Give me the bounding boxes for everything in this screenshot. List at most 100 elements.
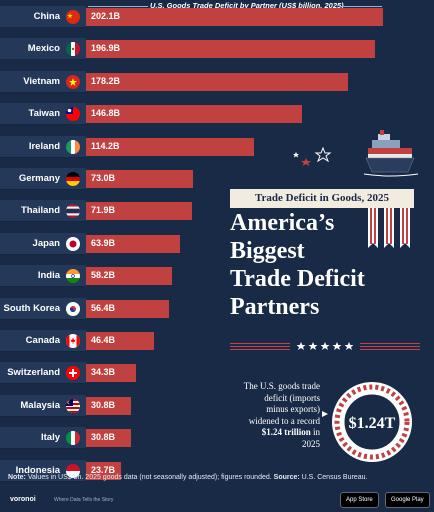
- country-label-box: Japan: [0, 232, 86, 255]
- country-label-box: Thailand: [0, 200, 86, 223]
- bar: 71.9B: [86, 202, 192, 221]
- ireland-flag-icon: [66, 139, 80, 154]
- star-icon: [332, 342, 342, 350]
- google-play-button[interactable]: Google Play: [385, 492, 430, 508]
- switzerland-flag-icon: [66, 366, 80, 381]
- category-label: Italy: [40, 432, 60, 444]
- note-prefix: Note:: [8, 474, 26, 481]
- brand-tagline: Where Data Tells the Story: [54, 497, 114, 503]
- category-label: Ireland: [28, 140, 60, 152]
- category-label: Mexico: [27, 43, 60, 55]
- star-icon: [320, 342, 330, 350]
- category-label: South Korea: [3, 302, 60, 314]
- country-label-box: Taiwan: [0, 103, 86, 126]
- data-label: 30.8B: [91, 399, 116, 410]
- callout-line: widened to a record: [248, 415, 320, 426]
- country-label-box: Indonesia: [0, 459, 86, 482]
- country-label-box: China: [0, 6, 86, 28]
- star-icon: [296, 342, 306, 350]
- category-label: Switzerland: [7, 367, 60, 379]
- bar: 46.4B: [86, 332, 155, 350]
- category-label: Vietnam: [23, 75, 60, 87]
- bar: 196.9B: [86, 40, 376, 59]
- footnote: Note: Values in US$ bn. 2025 goods data …: [8, 474, 428, 481]
- kicker-banner: Trade Deficit in Goods, 2025: [230, 189, 414, 208]
- category-label: India: [37, 270, 60, 282]
- headline: America’s Biggest Trade Deficit Partners: [230, 209, 430, 321]
- callout-line: The U.S. goods trade: [243, 381, 320, 391]
- malaysia-flag-icon: [66, 398, 80, 413]
- category-label: Germany: [18, 173, 60, 184]
- data-label: 30.8B: [91, 432, 116, 443]
- bar: 178.2B: [86, 72, 348, 91]
- callout-tail: in: [310, 427, 320, 437]
- indonesia-flag-icon: [66, 463, 80, 478]
- headline-line: Biggest: [230, 238, 305, 264]
- category-label: Japan: [32, 237, 60, 249]
- data-label: 114.2B: [91, 140, 120, 151]
- bar: 56.4B: [86, 299, 169, 318]
- country-label-box: Switzerland: [0, 362, 86, 385]
- italy-flag-icon: [66, 431, 80, 446]
- title-rule-right: [340, 6, 382, 7]
- star-icon: [301, 158, 311, 166]
- bar: 30.8B: [86, 396, 132, 415]
- china-flag-icon: [66, 10, 80, 24]
- bar: 58.2B: [86, 267, 172, 286]
- data-label: 63.9B: [91, 237, 116, 248]
- note-body: Values in US$ bn. 2025 goods data (not s…: [25, 474, 274, 481]
- country-label-box: Malaysia: [0, 394, 86, 417]
- bar: 202.1B: [86, 8, 383, 26]
- data-label: 23.7B: [91, 464, 116, 475]
- star-icon: [308, 342, 318, 350]
- deficit-badge: $1.24T: [332, 382, 412, 462]
- badge-value: $1.24T: [349, 415, 396, 432]
- brand-logo[interactable]: voronoi: [10, 496, 36, 503]
- india-flag-icon: [66, 269, 80, 284]
- data-label: 56.4B: [91, 302, 116, 313]
- star-icon: [314, 146, 332, 163]
- app-store-button[interactable]: App Store: [340, 492, 379, 508]
- country-label-box: Ireland: [0, 135, 86, 158]
- star-icon: [344, 342, 354, 350]
- bar: 146.8B: [86, 105, 302, 124]
- star-icon: [293, 152, 299, 158]
- vietnam-flag-icon: [66, 74, 80, 89]
- country-label-box: India: [0, 265, 86, 288]
- country-label-box: Vietnam: [0, 70, 86, 93]
- country-label-box: Italy: [0, 427, 86, 450]
- callout-line: minus exports): [266, 404, 320, 414]
- title-rule-left: [88, 6, 148, 7]
- canada-flag-icon: [66, 334, 80, 348]
- callout-year: 2025: [302, 438, 320, 449]
- category-label: Indonesia: [15, 464, 60, 476]
- bar: 114.2B: [86, 137, 254, 156]
- callout-arrow-icon: [322, 411, 328, 417]
- country-label-box: Germany: [0, 168, 86, 190]
- category-label: Malaysia: [20, 399, 60, 411]
- source-text: U.S. Census Bureau.: [299, 474, 368, 481]
- bar: 63.9B: [86, 234, 180, 253]
- headline-line: America’s: [230, 210, 335, 236]
- japan-flag-icon: [66, 236, 80, 251]
- mexico-flag-icon: [66, 42, 80, 57]
- germany-flag-icon: [66, 172, 80, 186]
- cargo-ship-illustration: [293, 130, 419, 177]
- country-label-box: Canada: [0, 330, 86, 352]
- south-korea-flag-icon: [66, 301, 80, 316]
- callout-highlight: $1.24 trillion: [261, 427, 311, 437]
- callout-line: deficit (imports: [264, 392, 320, 403]
- data-label: 146.8B: [91, 108, 121, 119]
- data-label: 58.2B: [91, 270, 116, 281]
- bar: 23.7B: [86, 461, 121, 480]
- thailand-flag-icon: [66, 204, 80, 219]
- data-label: 202.1B: [91, 11, 121, 21]
- category-label: Taiwan: [28, 108, 61, 120]
- data-label: 73.0B: [91, 173, 116, 183]
- country-label-box: Mexico: [0, 38, 86, 61]
- source-label: Source:: [273, 474, 300, 481]
- data-label: 71.9B: [91, 205, 116, 216]
- category-label: Canada: [25, 335, 60, 346]
- data-label: 178.2B: [91, 75, 121, 86]
